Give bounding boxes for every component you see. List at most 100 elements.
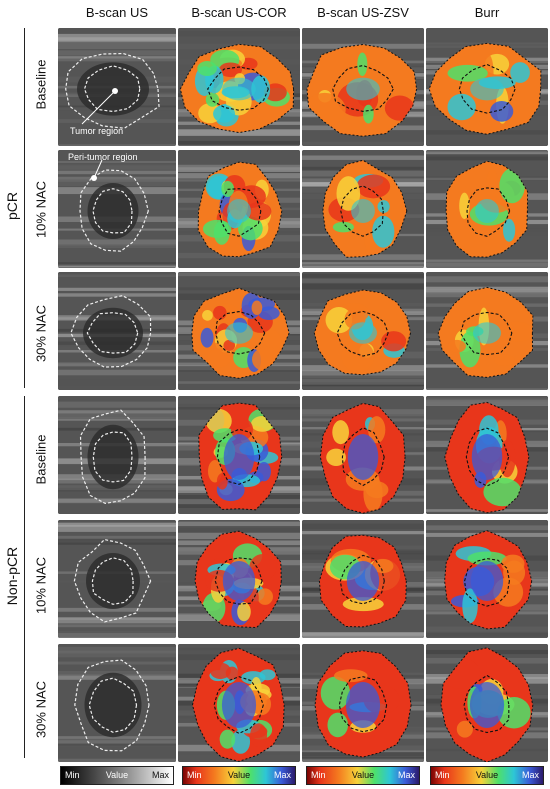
- speckle-band: [302, 262, 424, 265]
- map-core: [473, 322, 501, 344]
- panel-row3-burr: [426, 272, 548, 390]
- tumor-contour: [338, 676, 388, 733]
- lesion-region: [87, 424, 139, 490]
- peri-tumor-contour: [444, 530, 533, 630]
- speckle-band: [58, 369, 176, 376]
- row-label-pcr-10-nac: 10% NAC: [33, 180, 49, 239]
- peri-tumor-contour: [440, 647, 534, 762]
- map-core: [475, 199, 499, 223]
- speckle-band: [58, 165, 176, 170]
- map-spot: [498, 321, 533, 342]
- map-spot: [341, 340, 375, 373]
- tumor-contour: [466, 187, 511, 237]
- tumor-pointer-line: [81, 90, 116, 125]
- speckle-band: [178, 527, 300, 532]
- peri-tumor-contour: [197, 161, 283, 258]
- peri-tumor-contour: [313, 289, 412, 376]
- map-core: [351, 199, 375, 223]
- map-spot: [368, 416, 386, 444]
- map-spot: [202, 219, 232, 238]
- map-spot: [210, 662, 231, 680]
- colorbar-max-label: Max: [397, 770, 415, 780]
- map-core: [470, 561, 504, 601]
- map-spot: [216, 473, 228, 490]
- tumor-contour: [458, 63, 516, 114]
- map-core: [221, 682, 257, 728]
- map-core: [470, 77, 504, 101]
- speckle-band: [58, 624, 176, 628]
- row-label-nonpcr-30-nac: 30% NAC: [33, 680, 49, 739]
- speckle-band: [178, 272, 300, 277]
- peri-tumor-contour: [318, 534, 407, 628]
- speckle-band: [58, 758, 176, 762]
- peri-tumor-contour: [314, 650, 412, 758]
- speckle-band: [426, 152, 548, 155]
- speckle-band: [58, 413, 176, 420]
- speckle-band: [426, 631, 548, 637]
- tumor-contour: [91, 557, 134, 605]
- speckle-band: [58, 239, 176, 246]
- peri-tumor-contour: [74, 659, 150, 752]
- speckle-band: [178, 399, 300, 404]
- speckle-band: [58, 498, 176, 504]
- speckle-band: [302, 632, 424, 638]
- speckle-band: [58, 287, 176, 291]
- tumor-contour: [463, 674, 510, 734]
- tumor-region-annotation: Tumor region: [70, 126, 124, 136]
- map-spot: [245, 202, 272, 221]
- peri-tumor-contour: [79, 169, 149, 252]
- colorbar-value-label: Value: [105, 770, 129, 780]
- peri-tumor-region-annotation: Peri-tumor region: [68, 152, 138, 162]
- peri-tumor-contour: [79, 409, 146, 505]
- panel-row3-us: [58, 272, 176, 390]
- row-label-pcr-baseline: Baseline: [33, 59, 49, 110]
- map-spot: [223, 339, 236, 351]
- colorbar-min-label: Min: [435, 770, 450, 780]
- panel-row5-us-zsv: [302, 520, 424, 638]
- map-spot: [251, 300, 263, 315]
- map-core: [225, 322, 253, 344]
- map-core: [347, 434, 379, 480]
- panel-row4-us-cor: [178, 396, 300, 514]
- map-spot: [490, 100, 514, 122]
- speckle-band: [426, 525, 548, 531]
- map-spot: [499, 168, 525, 204]
- map-spot: [320, 676, 351, 710]
- map-core: [349, 322, 377, 344]
- map-spot: [213, 104, 236, 123]
- speckle-band: [302, 379, 424, 385]
- tumor-contour: [213, 676, 264, 735]
- speckle-band: [58, 179, 176, 187]
- map-spot: [237, 602, 251, 622]
- speckle-band: [58, 524, 176, 532]
- row-label-nonpcr-baseline: Baseline: [33, 434, 49, 485]
- row-label-nonpcr-10-nac: 10% NAC: [33, 556, 49, 615]
- map-spot: [202, 310, 213, 321]
- speckle-band: [58, 293, 176, 297]
- panel-row6-burr: [426, 644, 548, 762]
- peri-tumor-contour: [444, 401, 530, 514]
- map-spot: [483, 477, 522, 507]
- map-spot: [197, 61, 217, 77]
- panel-row2-us-cor: [178, 150, 300, 268]
- map-spot: [218, 62, 243, 78]
- map-spot: [332, 420, 349, 445]
- tumor-contour: [88, 677, 138, 733]
- group-label-pcr: pCR: [4, 192, 20, 221]
- map-spot: [213, 305, 227, 320]
- speckle-band: [426, 262, 548, 268]
- peri-tumor-contour: [306, 43, 418, 137]
- column-header-bscan-us-cor: B-scan US-COR: [191, 5, 287, 20]
- peri-tumor-contour: [437, 286, 534, 378]
- speckle-band: [426, 388, 548, 390]
- panel-row5-burr: [426, 520, 548, 638]
- map-spot: [363, 104, 374, 124]
- map-spot: [249, 553, 277, 581]
- speckle-band: [58, 535, 176, 541]
- map-spot: [237, 216, 263, 241]
- speckle-band: [58, 170, 176, 175]
- map-core: [223, 434, 255, 480]
- speckle-band: [302, 531, 424, 535]
- speckle-band: [178, 381, 300, 384]
- colorbar-turbo-us-zsv: Min Value Max: [306, 766, 420, 785]
